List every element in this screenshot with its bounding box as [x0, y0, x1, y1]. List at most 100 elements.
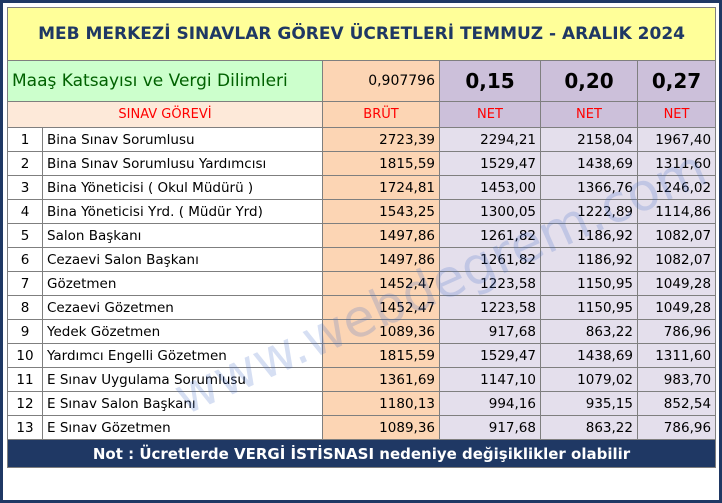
net-fee: 1186,92	[540, 247, 638, 272]
task-name: Cezaevi Gözetmen	[42, 295, 323, 320]
row-number: 12	[7, 391, 43, 416]
net-fee: 1150,95	[540, 271, 638, 296]
task-name: Yedek Gözetmen	[42, 319, 323, 344]
gross-fee: 1543,25	[322, 199, 440, 224]
column-header: NET	[540, 101, 638, 128]
net-fee: 1147,10	[439, 367, 541, 392]
column-header: SINAV GÖREVİ	[7, 101, 323, 128]
net-fee: 917,68	[439, 319, 541, 344]
gross-fee: 1089,36	[322, 415, 440, 440]
net-fee: 1967,40	[636, 127, 717, 152]
task-name: Gözetmen	[42, 271, 323, 296]
column-header: BRÜT	[322, 101, 440, 128]
fee-table: MEB MERKEZİ SINAVLAR GÖREV ÜCRETLERİ TEM…	[6, 7, 717, 468]
row-number: 6	[7, 247, 43, 272]
net-fee: 1186,92	[540, 223, 638, 248]
row-number: 3	[7, 175, 43, 200]
gross-fee: 1724,81	[322, 175, 440, 200]
row-number: 13	[7, 415, 43, 440]
net-fee: 863,22	[540, 319, 638, 344]
row-number: 9	[7, 319, 43, 344]
gross-fee: 1497,86	[322, 247, 440, 272]
gross-fee: 1180,13	[322, 391, 440, 416]
net-fee: 1150,95	[540, 295, 638, 320]
net-fee: 786,96	[636, 319, 717, 344]
net-fee: 1438,69	[540, 343, 638, 368]
coefficient: 0,907796	[322, 60, 440, 102]
net-fee: 852,54	[636, 391, 717, 416]
data-row: 7 Gözetmen 1452,47 1223,58 1150,95 1049,28	[7, 271, 717, 296]
task-name: Salon Başkanı	[42, 223, 323, 248]
row-number: 2	[7, 151, 43, 176]
data-row: 4 Bina Yöneticisi Yrd. ( Müdür Yrd) 1543,2…	[7, 199, 717, 224]
net-fee: 1261,82	[439, 247, 541, 272]
gross-fee: 1815,59	[322, 343, 440, 368]
net-fee: 1049,28	[636, 295, 717, 320]
title-row: MEB MERKEZİ SINAVLAR GÖREV ÜCRETLERİ TEM…	[6, 7, 717, 61]
row-number: 4	[7, 199, 43, 224]
net-fee: 1438,69	[540, 151, 638, 176]
net-fee: 1082,07	[636, 247, 717, 272]
net-fee: 863,22	[540, 415, 638, 440]
gross-fee: 2723,39	[322, 127, 440, 152]
footer-note: Not : Ücretlerde VERGİ İSTİSNASI nedeniy…	[6, 439, 717, 468]
tax-rate: 0,27	[636, 60, 717, 102]
data-row: 8 Cezaevi Gözetmen 1452,47 1223,58 1150,95 10…	[7, 295, 717, 320]
data-row: 5 Salon Başkanı 1497,86 1261,82 1186,92 1082,…	[7, 223, 717, 248]
data-row: 9 Yedek Gözetmen 1089,36 917,68 863,22 786,96	[7, 319, 717, 344]
net-fee: 1311,60	[636, 343, 717, 368]
row-number: 8	[7, 295, 43, 320]
net-fee: 1529,47	[439, 343, 541, 368]
gross-fee: 1815,59	[322, 151, 440, 176]
task-name: E Sınav Uygulama Sorumlusu	[42, 367, 323, 392]
task-name: Bina Yöneticisi ( Okul Müdürü )	[42, 175, 323, 200]
data-row: 12 E Sınav Salon Başkanı 1180,13 994,16 935,…	[7, 391, 717, 416]
net-fee: 2158,04	[540, 127, 638, 152]
task-name: Bina Sınav Sorumlusu	[42, 127, 323, 152]
net-fee: 1079,02	[540, 367, 638, 392]
net-fee: 994,16	[439, 391, 541, 416]
net-fee: 917,68	[439, 415, 541, 440]
task-name: Cezaevi Salon Başkanı	[42, 247, 323, 272]
row-number: 10	[7, 343, 43, 368]
task-name: E Sınav Gözetmen	[42, 415, 323, 440]
data-row: 6 Cezaevi Salon Başkanı 1497,86 1261,82 1186…	[7, 247, 717, 272]
data-row: 11 E Sınav Uygulama Sorumlusu 1361,69 1147,…	[7, 367, 717, 392]
data-row: 2 Bina Sınav Sorumlusu Yardımcısı 1815,59 1…	[7, 151, 717, 176]
gross-fee: 1452,47	[322, 295, 440, 320]
task-name: Bina Yöneticisi Yrd. ( Müdür Yrd)	[42, 199, 323, 224]
row-number: 5	[7, 223, 43, 248]
net-fee: 1223,58	[439, 295, 541, 320]
task-name: Yardımcı Engelli Gözetmen	[42, 343, 323, 368]
net-fee: 1453,00	[439, 175, 541, 200]
gross-fee: 1452,47	[322, 271, 440, 296]
params-row: Maaş Katsayısı ve Vergi Dilimleri 0,9077…	[7, 60, 717, 102]
column-header: NET	[439, 101, 541, 128]
net-fee: 2294,21	[439, 127, 541, 152]
net-fee: 1082,07	[636, 223, 717, 248]
row-number: 1	[7, 127, 43, 152]
gross-fee: 1361,69	[322, 367, 440, 392]
data-row: 13 E Sınav Gözetmen 1089,36 917,68 863,22 786…	[7, 415, 717, 440]
gross-fee: 1497,86	[322, 223, 440, 248]
task-name: E Sınav Salon Başkanı	[42, 391, 323, 416]
table-body: MEB MERKEZİ SINAVLAR GÖREV ÜCRETLERİ TEM…	[6, 7, 717, 468]
net-fee: 983,70	[636, 367, 717, 392]
net-fee: 1366,76	[540, 175, 638, 200]
row-number: 7	[7, 271, 43, 296]
net-fee: 1114,86	[636, 199, 717, 224]
net-fee: 935,15	[540, 391, 638, 416]
params-label: Maaş Katsayısı ve Vergi Dilimleri	[7, 60, 323, 102]
data-row: 3 Bina Yöneticisi ( Okul Müdürü ) 1724,81 1…	[7, 175, 717, 200]
net-fee: 1222,89	[540, 199, 638, 224]
header-row: SINAV GÖREVİ BRÜT NET NET NET	[7, 101, 717, 128]
data-row: 1 Bina Sınav Sorumlusu 2723,39 2294,21 2158,…	[7, 127, 717, 152]
column-header: NET	[636, 101, 717, 128]
net-fee: 786,96	[636, 415, 717, 440]
net-fee: 1261,82	[439, 223, 541, 248]
net-fee: 1223,58	[439, 271, 541, 296]
title: MEB MERKEZİ SINAVLAR GÖREV ÜCRETLERİ TEM…	[6, 7, 717, 61]
tax-rate: 0,15	[439, 60, 541, 102]
